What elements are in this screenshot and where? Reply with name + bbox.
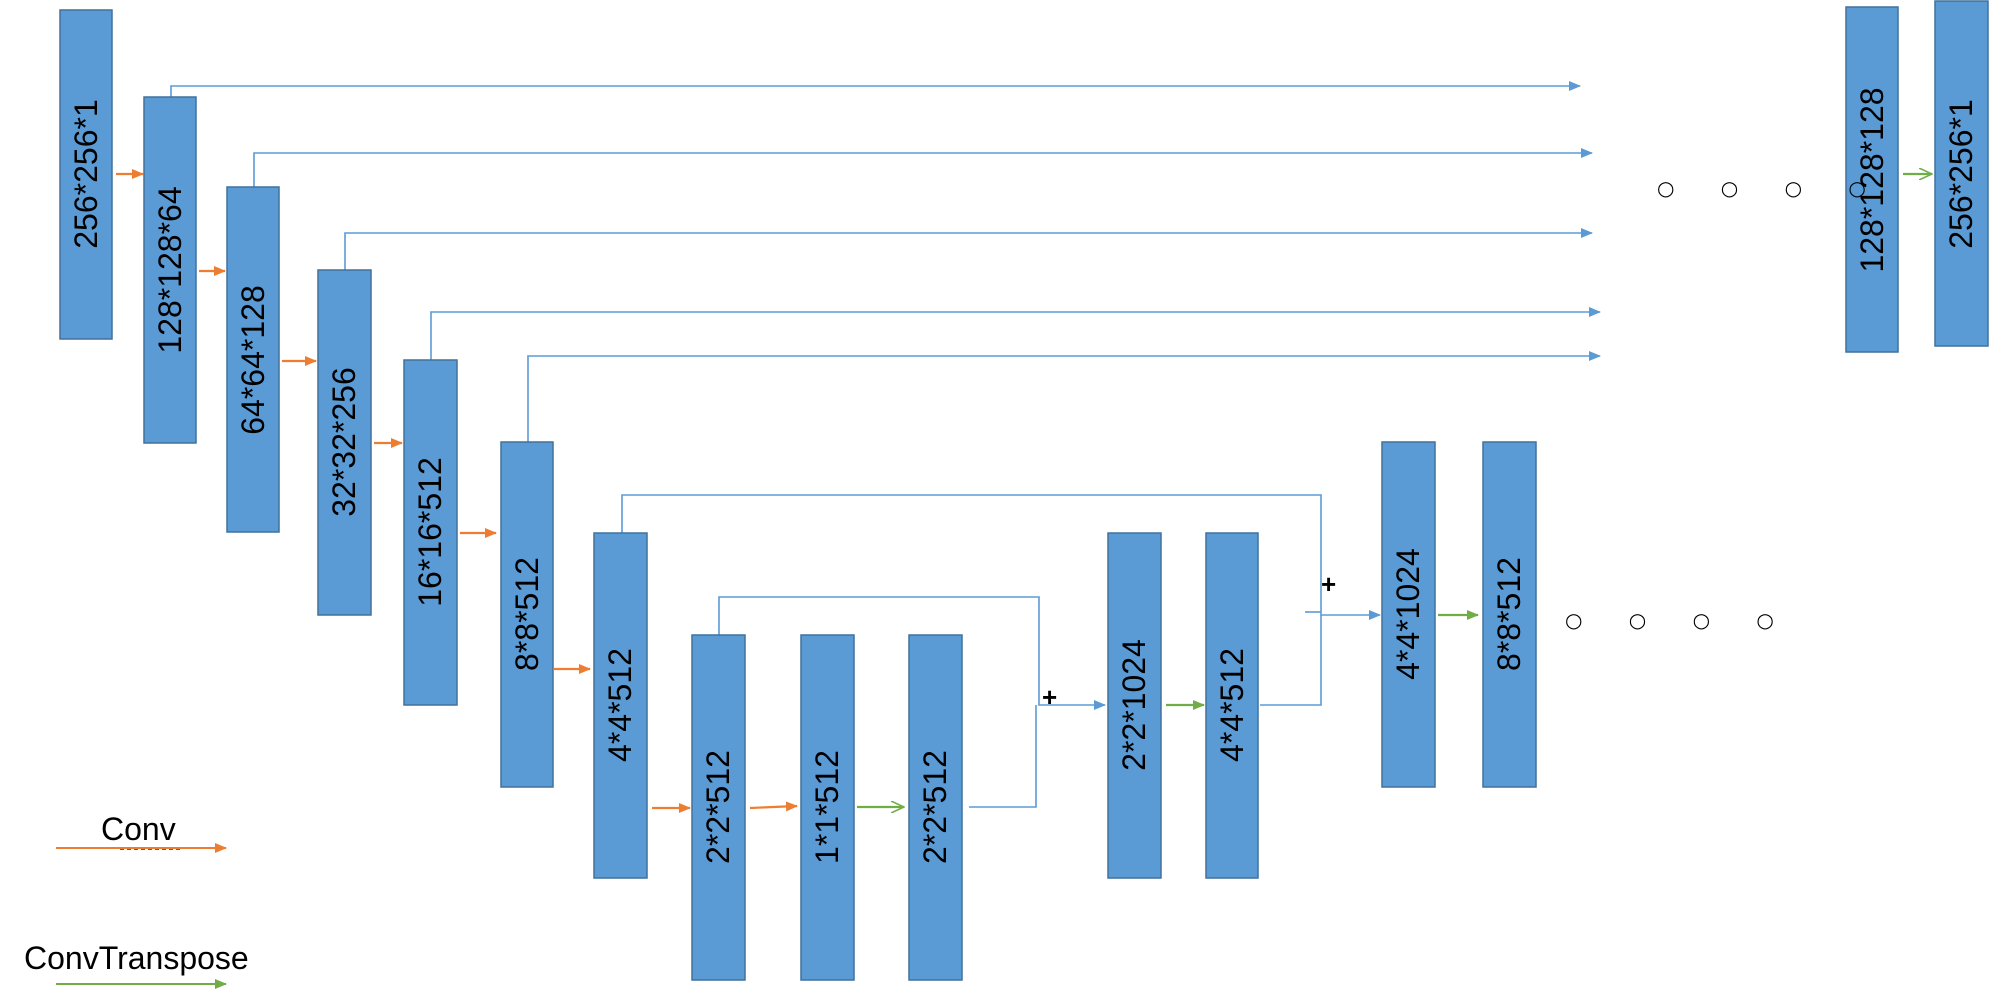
ellipsis-top: ○ ○ ○ ○ [1657,176,1886,200]
block-enc4 [317,269,372,616]
conv-arrows [116,169,798,813]
plus-sign-2: + [1321,569,1336,599]
blocks [59,0,1989,981]
skip-line-7 [718,596,1106,710]
ellipsis-mid: ○ ○ ○ ○ [1565,608,1794,632]
block-label-dec2: 2*2*1024 [1116,639,1152,771]
legend-convtranspose-label: ConvTranspose [24,940,249,976]
block-label-enc5: 16*16*512 [412,457,448,606]
skip-line-5 [527,351,1601,442]
block-label-dec4: 4*4*1024 [1390,548,1426,680]
block-dec5 [1482,441,1537,788]
block-enc5 [403,359,458,706]
block-out2 [1934,0,1989,347]
skip-connections [170,81,1601,808]
block-out1 [1845,6,1899,353]
legend-conv-label: Conv [101,811,176,847]
block-label-bottleneck: 1*1*512 [809,750,845,864]
block-enc3 [226,186,280,533]
block-label-enc6: 8*8*512 [509,557,545,671]
block-enc8 [691,634,746,981]
block-enc6 [500,441,554,788]
block-label-enc7: 4*4*512 [602,648,638,762]
block-dec3 [1205,532,1259,879]
block-enc7 [593,532,648,879]
skip-line-4 [430,307,1601,360]
conv-arrow-8 [749,801,798,812]
block-label-enc8: 2*2*512 [700,750,736,864]
block-dec4 [1381,441,1436,788]
block-labels: 256*256*1 128*128*64 64*64*128 32*32*256… [68,87,1979,863]
block-label-out1: 128*128*128 [1854,87,1890,272]
block-dec2 [1107,532,1162,879]
dec3-to-dec4 [1260,615,1322,706]
convtranspose-arrows [857,174,1932,807]
plus-sign-1: + [1042,682,1057,712]
block-label-dec3: 4*4*512 [1214,648,1250,762]
block-enc2 [143,96,197,444]
block-label-dec5: 8*8*512 [1491,557,1527,671]
block-label-enc3: 64*64*128 [235,285,271,434]
block-label-enc2: 128*128*64 [152,186,188,353]
block-dec1 [908,634,963,981]
skip-line-6 [621,494,1381,620]
skip-line-2 [253,148,1593,187]
block-label-out2: 256*256*1 [1943,99,1979,248]
dec1-to-dec2 [969,705,1037,808]
block-bottleneck [800,634,855,981]
block-label-enc1: 256*256*1 [68,99,104,248]
block-enc1 [59,9,113,340]
block-label-dec1: 2*2*512 [917,750,953,864]
legend: Conv ConvTranspose [24,811,249,989]
skip-line-3 [344,228,1593,270]
skip-line-1 [170,81,1581,97]
block-label-enc4: 32*32*256 [326,367,362,516]
